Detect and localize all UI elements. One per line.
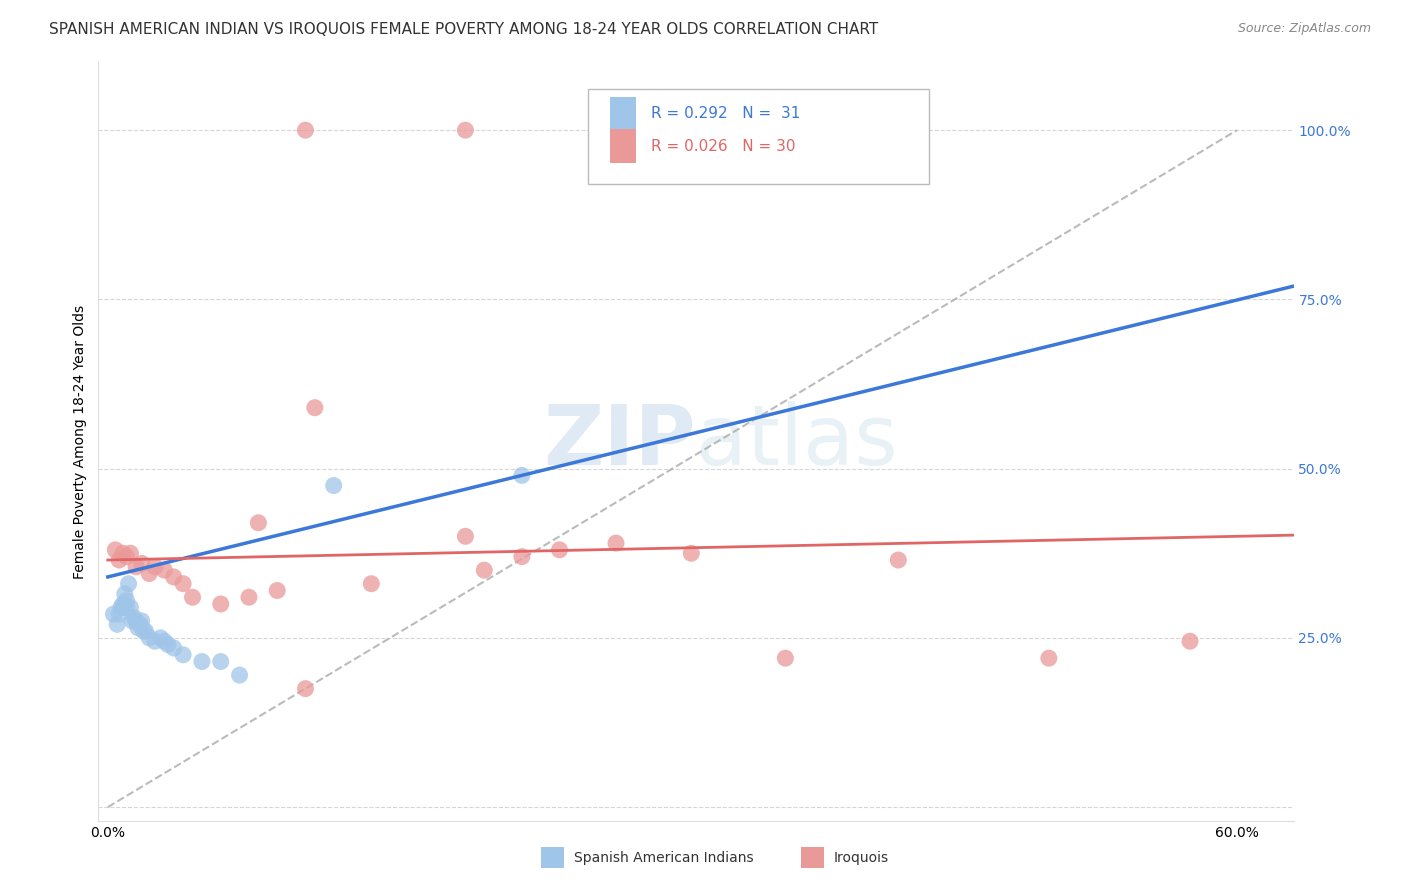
Point: [122, 610, 145, 624]
Point: [1178, 634, 1201, 648]
Point: [138, 566, 160, 581]
Point: [157, 638, 180, 652]
Text: SPANISH AMERICAN INDIAN VS IROQUOIS FEMALE POVERTY AMONG 18-24 YEAR OLDS CORRELA: SPANISH AMERICAN INDIAN VS IROQUOIS FEMA…: [49, 22, 879, 37]
Point: [111, 600, 134, 615]
Point: [294, 681, 316, 696]
Point: [153, 634, 176, 648]
Point: [454, 123, 477, 137]
Point: [103, 607, 125, 622]
Point: [120, 600, 142, 615]
Point: [143, 634, 166, 648]
Point: [172, 576, 194, 591]
Point: [322, 478, 344, 492]
Point: [681, 546, 703, 560]
Point: [143, 559, 166, 574]
Point: [510, 549, 533, 564]
Y-axis label: Female Poverty Among 18-24 Year Olds: Female Poverty Among 18-24 Year Olds: [73, 304, 87, 579]
Text: R = 0.292   N =  31: R = 0.292 N = 31: [651, 106, 800, 121]
Point: [110, 600, 132, 615]
Bar: [610, 96, 637, 130]
Point: [131, 557, 153, 571]
Point: [121, 614, 143, 628]
Point: [294, 123, 316, 137]
Point: [163, 570, 186, 584]
Point: [105, 617, 128, 632]
Point: [115, 549, 138, 564]
Point: [360, 576, 382, 591]
Point: [115, 593, 138, 607]
Point: [454, 529, 477, 543]
Point: [120, 546, 142, 560]
Point: [108, 607, 131, 622]
Text: Source: ZipAtlas.com: Source: ZipAtlas.com: [1237, 22, 1371, 36]
Point: [181, 591, 204, 605]
Point: [127, 621, 149, 635]
Point: [247, 516, 270, 530]
Point: [548, 542, 571, 557]
Bar: [610, 129, 637, 163]
Point: [108, 553, 131, 567]
Point: [266, 583, 288, 598]
Point: [131, 614, 153, 628]
Text: ZIP: ZIP: [544, 401, 696, 482]
Point: [1038, 651, 1060, 665]
Point: [115, 600, 138, 615]
Point: [191, 655, 214, 669]
FancyBboxPatch shape: [589, 89, 929, 184]
Point: [887, 553, 910, 567]
Point: [125, 614, 148, 628]
Text: Iroquois: Iroquois: [834, 851, 889, 865]
Point: [209, 597, 232, 611]
Point: [111, 597, 134, 611]
Point: [172, 648, 194, 662]
Point: [238, 591, 260, 605]
Point: [132, 624, 155, 639]
Point: [125, 559, 148, 574]
Point: [138, 631, 160, 645]
Point: [134, 624, 156, 639]
Text: R = 0.026   N = 30: R = 0.026 N = 30: [651, 139, 794, 153]
Bar: [541, 847, 564, 868]
Point: [128, 617, 150, 632]
Point: [472, 563, 495, 577]
Point: [104, 542, 127, 557]
Point: [510, 468, 533, 483]
Text: Spanish American Indians: Spanish American Indians: [574, 851, 754, 865]
Point: [163, 640, 186, 655]
Point: [304, 401, 326, 415]
Point: [775, 651, 797, 665]
Point: [111, 546, 134, 560]
Point: [149, 631, 172, 645]
Point: [228, 668, 250, 682]
Bar: [801, 847, 824, 868]
Point: [153, 563, 176, 577]
Point: [117, 576, 139, 591]
Point: [114, 587, 136, 601]
Point: [605, 536, 627, 550]
Text: atlas: atlas: [696, 401, 897, 482]
Point: [209, 655, 232, 669]
